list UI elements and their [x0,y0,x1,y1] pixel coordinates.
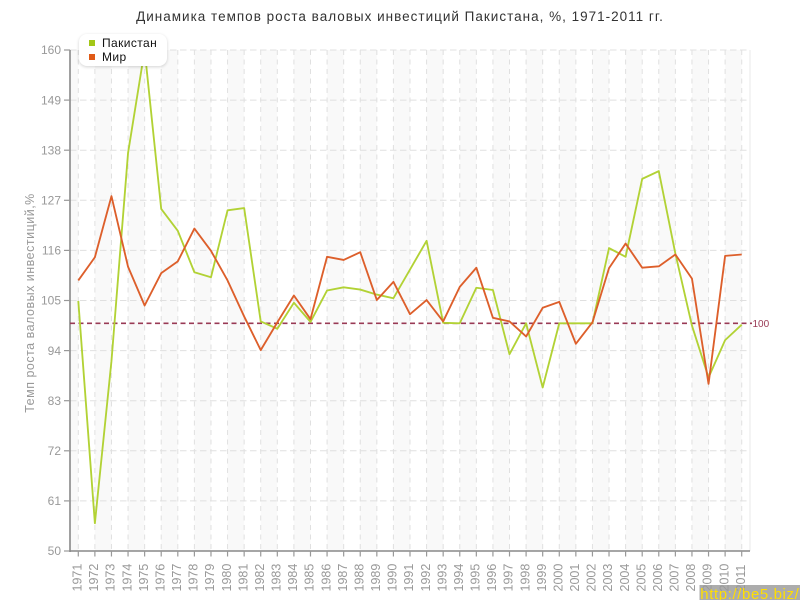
svg-text:1986: 1986 [319,564,333,592]
svg-text:1988: 1988 [352,564,366,592]
svg-text:1984: 1984 [286,564,300,592]
svg-text:61: 61 [48,494,62,508]
svg-text:1999: 1999 [535,564,549,592]
svg-text:1985: 1985 [303,564,317,592]
svg-text:1997: 1997 [502,564,516,592]
svg-text:1976: 1976 [153,564,167,592]
svg-text:1975: 1975 [137,564,151,592]
svg-text:1974: 1974 [120,564,134,592]
svg-text:2008: 2008 [684,564,698,592]
svg-text:1980: 1980 [220,564,234,592]
svg-text:2005: 2005 [634,564,648,592]
svg-text:1987: 1987 [336,564,350,592]
svg-text:2010: 2010 [717,564,731,592]
svg-text:1998: 1998 [518,564,532,592]
svg-text:2007: 2007 [668,564,682,592]
svg-text:1983: 1983 [270,564,284,592]
svg-text:1989: 1989 [369,564,383,592]
svg-text:2009: 2009 [701,564,715,592]
svg-text:http://be5.biz/: http://be5.biz/ [700,586,799,600]
svg-text:2001: 2001 [568,564,582,592]
svg-text:1990: 1990 [386,564,400,592]
svg-text:1992: 1992 [419,564,433,592]
svg-text:2011: 2011 [734,565,748,592]
svg-text:94: 94 [48,344,62,358]
svg-text:1993: 1993 [435,564,449,592]
svg-text:2003: 2003 [601,564,615,592]
svg-text:2004: 2004 [618,564,632,592]
svg-text:127: 127 [41,194,61,208]
svg-text:2006: 2006 [651,564,665,592]
svg-text:160: 160 [41,43,61,57]
svg-text:1978: 1978 [187,564,201,592]
svg-text:2002: 2002 [585,564,599,592]
svg-text:1982: 1982 [253,564,267,592]
svg-text:105: 105 [41,294,61,308]
svg-text:2000: 2000 [551,564,565,592]
svg-text:149: 149 [41,93,61,107]
svg-text:1972: 1972 [87,564,101,592]
svg-text:83: 83 [48,394,62,408]
svg-text:1981: 1981 [236,564,250,592]
svg-text:1973: 1973 [104,564,118,592]
svg-text:Темп роста валовых инвестиций,: Темп роста валовых инвестиций,% [23,193,37,413]
svg-text:1971: 1971 [70,564,84,592]
svg-text:138: 138 [41,143,61,157]
svg-text:1977: 1977 [170,564,184,592]
svg-text:1991: 1991 [402,564,416,592]
svg-text:1994: 1994 [452,564,466,592]
svg-text:116: 116 [42,244,61,258]
svg-text:1979: 1979 [203,564,217,592]
svg-text:1996: 1996 [485,564,499,592]
svg-text:50: 50 [48,544,62,558]
svg-text:1995: 1995 [469,564,483,592]
svg-text:100: 100 [753,319,770,330]
svg-text:72: 72 [48,444,62,458]
